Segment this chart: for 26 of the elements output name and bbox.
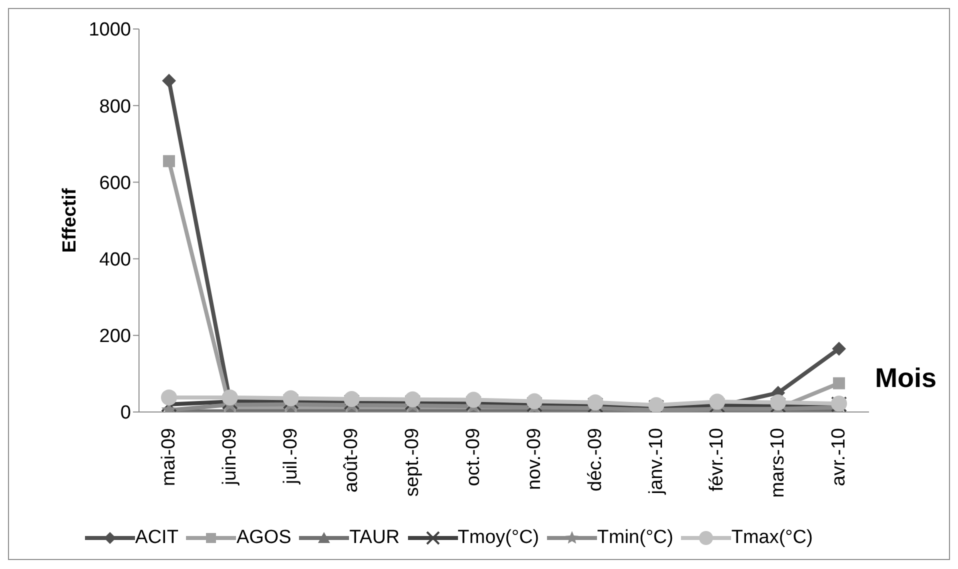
x-tick-label: juin-09 <box>219 428 240 486</box>
x-axis-title: Mois <box>875 363 937 394</box>
y-tick-label: 0 <box>120 402 131 424</box>
y-tick-label: 1000 <box>88 20 131 41</box>
y-axis-title: Effectif <box>60 188 81 253</box>
legend-label: Tmin(°C) <box>597 527 674 549</box>
legend-label: Tmoy(°C) <box>458 527 540 549</box>
x-tick-label: janv.-10 <box>646 428 667 496</box>
legend-label: ACIT <box>135 527 178 549</box>
y-tick-label: 800 <box>99 96 131 118</box>
y-tick-label: 400 <box>99 250 131 271</box>
y-tick-label: 600 <box>99 172 131 194</box>
y-tick-label: 200 <box>99 326 131 348</box>
x-tick-label: sept.-09 <box>402 428 424 497</box>
x-tick-label: nov.-09 <box>524 428 545 490</box>
x-tick-label: avr.-10 <box>828 428 850 486</box>
x-tick-label: mai-09 <box>158 428 180 486</box>
legend-label: TAUR <box>349 527 400 549</box>
legend-label: AGOS <box>236 527 292 549</box>
legend-label: Tmax(°C) <box>731 527 813 549</box>
x-tick-label: déc.-09 <box>584 428 606 492</box>
x-tick-label: août-09 <box>341 428 362 492</box>
x-tick-label: juil.-09 <box>280 428 302 485</box>
x-tick-label: févr.-10 <box>706 428 728 492</box>
x-tick-label: mars-10 <box>768 428 789 498</box>
x-tick-label: oct.-09 <box>463 428 484 486</box>
